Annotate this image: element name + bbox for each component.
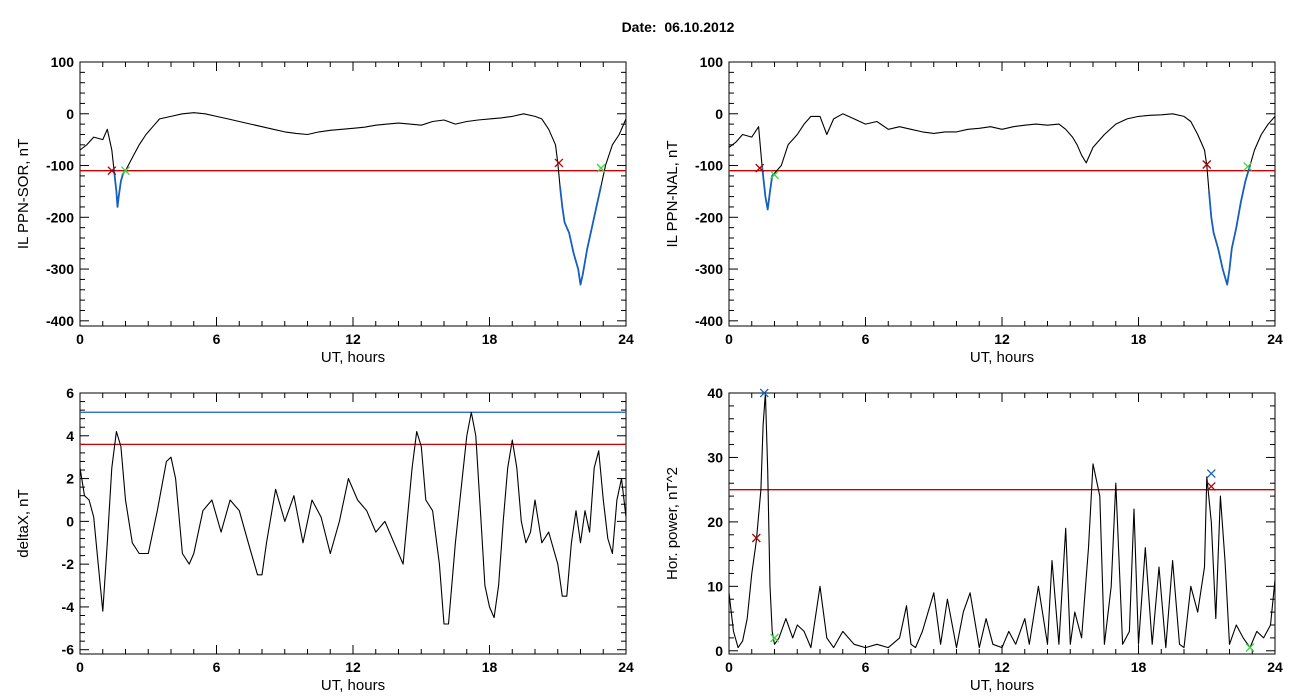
y-tick-label: 4 [66, 428, 74, 444]
y-tick-label: -300 [695, 261, 723, 277]
marker-green [1245, 643, 1255, 653]
marker-red [755, 163, 765, 173]
plot-frame [728, 61, 1276, 327]
series-line [79, 112, 627, 286]
series-line [728, 113, 1276, 286]
y-tick-label: -300 [46, 261, 74, 277]
x-axis-label: UT, hours [970, 677, 1034, 694]
x-tick-label: 24 [618, 659, 634, 675]
series-line [728, 392, 1276, 649]
highlight-segment [559, 186, 602, 286]
highlight-segment [1208, 165, 1251, 286]
y-tick-label: -100 [46, 158, 74, 174]
y-tick-label: -200 [695, 209, 723, 225]
x-tick-label: 0 [725, 331, 733, 347]
panel-power: 0 6 12 18 24 0 10 20 30 40 UT, hours Hor. power, nT… [664, 385, 1283, 694]
marker-green [770, 633, 779, 643]
x-tick-label: 12 [994, 331, 1010, 347]
marker-stroke [596, 163, 606, 173]
marker-green [596, 163, 606, 173]
y-tick-label: 100 [700, 54, 724, 70]
y-tick-label: 20 [707, 514, 723, 530]
y-tick-label: 10 [707, 578, 723, 594]
x-tick-label: 24 [1267, 331, 1283, 347]
marker-red [107, 166, 117, 176]
x-tick-label: 18 [1131, 659, 1147, 675]
x-axis-label: UT, hours [970, 349, 1034, 366]
chart-title: Date: 06.10.2012 [621, 19, 735, 35]
marker-stroke [1243, 162, 1253, 172]
panel-sor: 0 6 12 18 24 -400 -300 -200 -100 0 100 UT, hours IL … [15, 54, 634, 366]
marker-stroke [1206, 481, 1216, 491]
x-axis-label: UT, hours [321, 677, 385, 694]
x-tick-label: 6 [862, 659, 870, 675]
x-tick-label: 6 [862, 331, 870, 347]
plot-frame [79, 392, 627, 655]
marker-stroke [121, 166, 130, 176]
y-axis-label: IL PPN-SOR, nT [15, 139, 32, 249]
y-axis-label: IL PPN-NAL, nT [664, 141, 681, 248]
x-tick-label: 24 [1267, 659, 1283, 675]
marker-stroke [1206, 469, 1216, 479]
marker-blue [759, 388, 769, 398]
y-tick-label: -4 [62, 599, 75, 615]
marker-stroke [1202, 160, 1212, 169]
y-tick-label: 6 [66, 385, 74, 401]
y-tick-label: -400 [46, 313, 74, 329]
x-tick-label: 18 [1131, 331, 1147, 347]
x-tick-label: 0 [76, 331, 84, 347]
x-tick-label: 12 [345, 659, 361, 675]
x-tick-label: 6 [213, 331, 221, 347]
y-tick-label: -6 [62, 642, 75, 658]
y-tick-label: 40 [707, 385, 723, 401]
x-tick-label: 6 [213, 659, 221, 675]
marker-red [554, 158, 564, 168]
panel-nal: 0 6 12 18 24 -400 -300 -200 -100 0 100 UT, hours IL … [664, 54, 1283, 366]
marker-green [1243, 162, 1253, 172]
y-tick-label: -2 [62, 556, 75, 572]
marker-blue [1206, 469, 1216, 479]
y-tick-label: 0 [66, 106, 74, 122]
highlight-segment [113, 170, 127, 208]
y-tick-label: -200 [46, 209, 74, 225]
y-tick-label: 0 [715, 643, 723, 659]
y-tick-label: 0 [715, 106, 723, 122]
marker-stroke [770, 170, 779, 180]
plot-frame [79, 61, 627, 327]
x-axis-label: UT, hours [321, 349, 385, 366]
marker-red [751, 533, 761, 543]
highlight-segment [761, 165, 776, 211]
marker-stroke [759, 388, 769, 398]
plot-frame [728, 392, 1276, 655]
y-tick-label: 30 [707, 449, 723, 465]
x-tick-label: 18 [482, 331, 498, 347]
y-tick-label: -400 [695, 313, 723, 329]
marker-stroke [770, 633, 779, 643]
y-tick-label: 2 [66, 471, 74, 487]
marker-stroke [751, 533, 761, 543]
x-tick-label: 0 [725, 659, 733, 675]
y-tick-label: 0 [66, 513, 74, 529]
marker-stroke [1245, 643, 1255, 653]
series-line [79, 411, 627, 625]
x-tick-label: 12 [994, 659, 1010, 675]
y-axis-label: deltaX, nT [15, 489, 32, 557]
marker-red [1206, 481, 1216, 491]
marker-stroke [107, 166, 117, 176]
marker-stroke [554, 158, 564, 168]
marker-green [121, 166, 130, 176]
y-tick-label: 100 [51, 54, 75, 70]
x-tick-label: 12 [345, 331, 361, 347]
x-tick-label: 0 [76, 659, 84, 675]
x-tick-label: 24 [618, 331, 634, 347]
y-axis-label: Hor. power, nT^2 [664, 467, 681, 580]
x-tick-label: 18 [482, 659, 498, 675]
marker-red [1202, 160, 1212, 169]
marker-stroke [755, 163, 765, 173]
y-tick-label: -100 [695, 158, 723, 174]
marker-green [770, 170, 779, 180]
